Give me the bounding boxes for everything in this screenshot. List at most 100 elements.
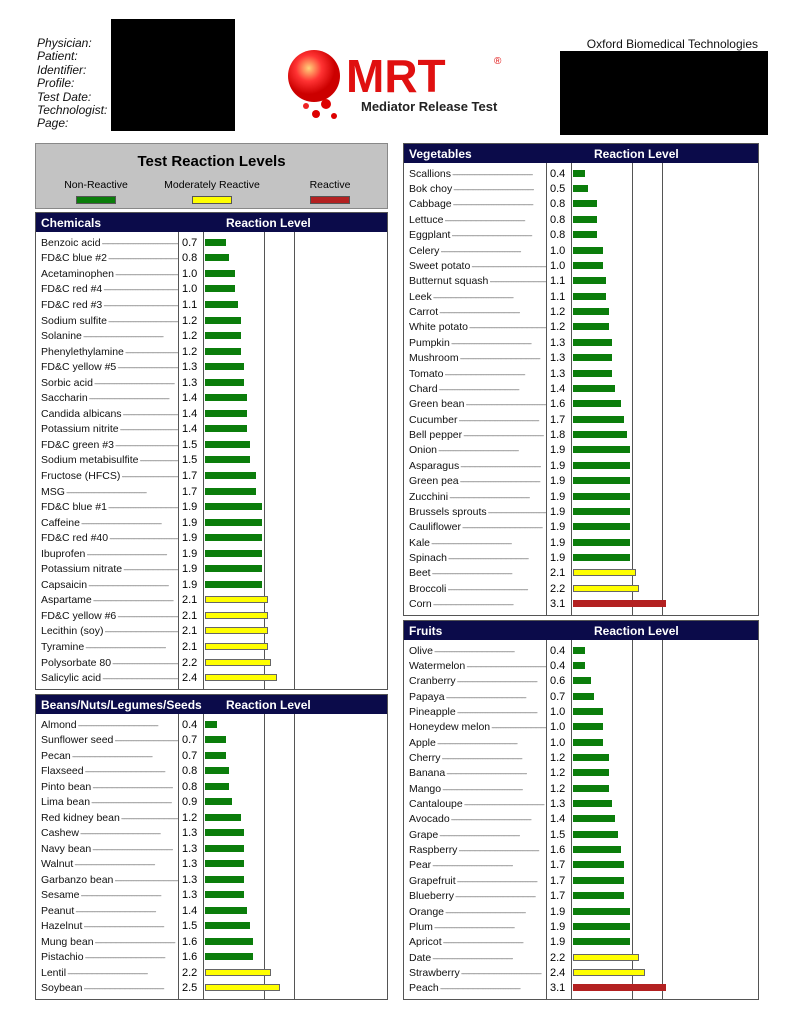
item-name: Tomato — [409, 368, 546, 380]
item-name: FD&C red #3 — [41, 299, 178, 311]
reaction-bar — [205, 937, 253, 945]
reaction-bar — [205, 860, 244, 868]
item-name: Pinto bean — [41, 781, 178, 793]
item-value: 1.1 — [550, 275, 566, 288]
item-value: 1.2 — [182, 314, 198, 327]
table-row: Avocado 1.4 — [404, 812, 758, 827]
item-value: 1.0 — [182, 267, 198, 280]
table-row: FD&C yellow #6 2.1 — [36, 608, 387, 624]
item-value: 1.2 — [182, 330, 198, 343]
item-name: Flaxseed — [41, 765, 178, 777]
item-name: Potassium nitrite — [41, 423, 178, 435]
item-name: Papaya — [409, 691, 546, 703]
panel-header: Beans/Nuts/Legumes/Seeds Reaction Level — [36, 695, 387, 714]
item-value: 1.9 — [182, 578, 198, 591]
reaction-bar — [573, 692, 594, 700]
item-name: Celery — [409, 245, 546, 257]
reaction-bar — [205, 720, 217, 728]
reaction-bar — [573, 477, 630, 485]
info-label: Physician: — [37, 36, 92, 50]
table-row: Walnut 1.3 — [36, 857, 387, 873]
table-row: Peach 3.1 — [404, 981, 758, 996]
gridline-2 — [632, 640, 633, 999]
item-name: FD&C green #3 — [41, 439, 178, 451]
item-value: 1.2 — [182, 345, 198, 358]
item-value: 1.3 — [182, 361, 198, 374]
reaction-bar — [573, 338, 612, 346]
table-row: FD&C red #40 1.9 — [36, 530, 387, 546]
item-name: Sweet potato — [409, 260, 546, 272]
table-row: FD&C yellow #5 1.3 — [36, 359, 387, 375]
panel-title: Vegetables — [409, 147, 472, 161]
reaction-bar — [573, 492, 630, 500]
table-row: FD&C blue #2 0.8 — [36, 251, 387, 267]
reaction-bar — [573, 922, 630, 930]
item-value: 1.9 — [550, 905, 566, 918]
reaction-bar — [205, 565, 262, 573]
item-value: 1.3 — [550, 336, 566, 349]
item-value: 1.2 — [550, 306, 566, 319]
item-name: Tyramine — [41, 641, 178, 653]
item-value: 0.8 — [550, 229, 566, 242]
divider — [546, 163, 547, 615]
item-name: Saccharin — [41, 392, 178, 404]
item-value: 0.4 — [182, 718, 198, 731]
item-value: 2.4 — [182, 672, 198, 685]
item-value: 2.1 — [182, 594, 198, 607]
item-name: Pumpkin — [409, 337, 546, 349]
logo-orb-icon: MRT ® Mediator Release Test — [288, 50, 502, 119]
reaction-bar — [573, 569, 636, 577]
reaction-bar — [205, 316, 241, 324]
item-name: Candida albicans — [41, 408, 178, 420]
item-value: 1.0 — [550, 736, 566, 749]
reaction-bar — [205, 549, 262, 557]
reaction-level-header: Reaction Level — [594, 147, 679, 161]
item-value: 0.8 — [182, 252, 198, 265]
item-name: Hazelnut — [41, 920, 178, 932]
table-row: Beet 2.1 — [404, 566, 758, 581]
table-row: MSG 1.7 — [36, 484, 387, 500]
table-row: Apple 1.0 — [404, 735, 758, 750]
item-name: Green bean — [409, 398, 546, 410]
reaction-bar — [205, 968, 271, 976]
table-row: Caffeine 1.9 — [36, 515, 387, 531]
table-row: Onion 1.9 — [404, 443, 758, 458]
item-name: Acetaminophen — [41, 268, 178, 280]
reaction-level-header: Reaction Level — [594, 624, 679, 638]
item-name: Potassium nitrate — [41, 563, 178, 575]
item-name: Cantaloupe — [409, 798, 546, 810]
item-name: Bok choy — [409, 183, 546, 195]
item-value: 1.2 — [550, 767, 566, 780]
table-row: Soybean 2.5 — [36, 981, 387, 997]
reaction-bar — [573, 953, 639, 961]
item-value: 1.3 — [550, 367, 566, 380]
item-name: Caffeine — [41, 517, 178, 529]
item-value: 1.3 — [182, 873, 198, 886]
table-row: Asparagus 1.9 — [404, 458, 758, 473]
divider — [546, 640, 547, 999]
item-name: Date — [409, 952, 546, 964]
table-row: Green bean 1.6 — [404, 397, 758, 412]
item-value: 1.0 — [550, 259, 566, 272]
item-name: Walnut — [41, 858, 178, 870]
gridline-3 — [662, 640, 663, 999]
reaction-bar — [205, 425, 247, 433]
reaction-bar — [573, 584, 639, 592]
reaction-bar — [205, 627, 268, 635]
table-row: Orange 1.9 — [404, 904, 758, 919]
item-name: Pistachio — [41, 951, 178, 963]
item-name: Corn — [409, 598, 546, 610]
table-row: FD&C red #3 1.1 — [36, 297, 387, 313]
item-name: Bell pepper — [409, 429, 546, 441]
reaction-bar — [573, 384, 615, 392]
item-name: Apricot — [409, 936, 546, 948]
reaction-bar — [573, 708, 603, 716]
reaction-bar — [205, 363, 244, 371]
reaction-bar — [573, 461, 630, 469]
table-row: Honeydew melon 1.0 — [404, 720, 758, 735]
item-value: 0.7 — [550, 690, 566, 703]
item-value: 1.9 — [550, 505, 566, 518]
table-row: FD&C red #4 1.0 — [36, 282, 387, 298]
divider — [571, 640, 572, 999]
table-row: Cantaloupe 1.3 — [404, 796, 758, 811]
